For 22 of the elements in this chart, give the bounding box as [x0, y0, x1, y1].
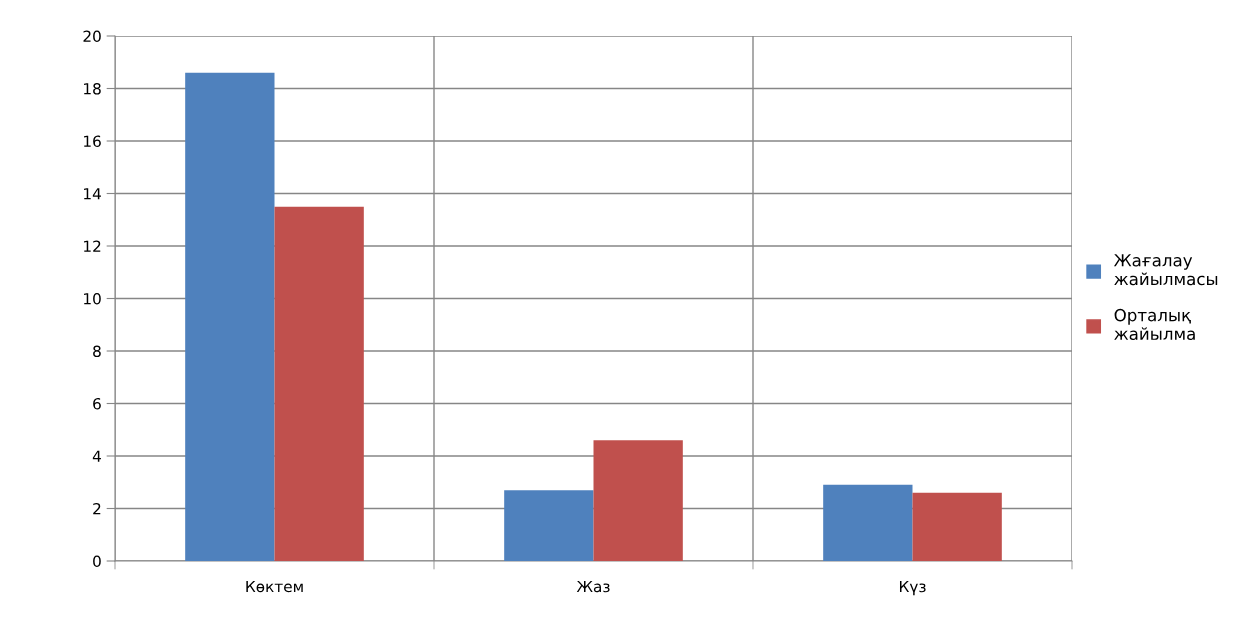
- legend-label: Жағалау жайылмасы: [1113, 254, 1218, 286]
- bar: [823, 484, 913, 561]
- y-tick-label: 20: [83, 30, 101, 43]
- y-tick-label: 18: [84, 82, 101, 95]
- bar: [593, 440, 683, 561]
- y-tick-label: 0: [93, 555, 101, 568]
- y-tick-label: 4: [92, 450, 101, 462]
- y-tick-label: 6: [93, 397, 101, 410]
- x-tick-label: Күз: [899, 580, 926, 596]
- bar: [912, 492, 1002, 561]
- y-tick-label: 16: [84, 135, 101, 148]
- x-tick-label: Көктем: [246, 580, 303, 593]
- bar: [274, 206, 364, 561]
- y-tick-label: 2: [93, 502, 101, 515]
- y-tick-label: 10: [84, 292, 101, 305]
- y-tick-label: 14: [84, 188, 101, 200]
- bar: [185, 72, 275, 561]
- y-tick-label: 12: [84, 240, 101, 252]
- x-tick-label: Жаз: [576, 580, 610, 593]
- legend-label: Орталық жайылма: [1114, 308, 1195, 341]
- y-tick-label: 8: [93, 345, 101, 358]
- bar: [504, 490, 594, 561]
